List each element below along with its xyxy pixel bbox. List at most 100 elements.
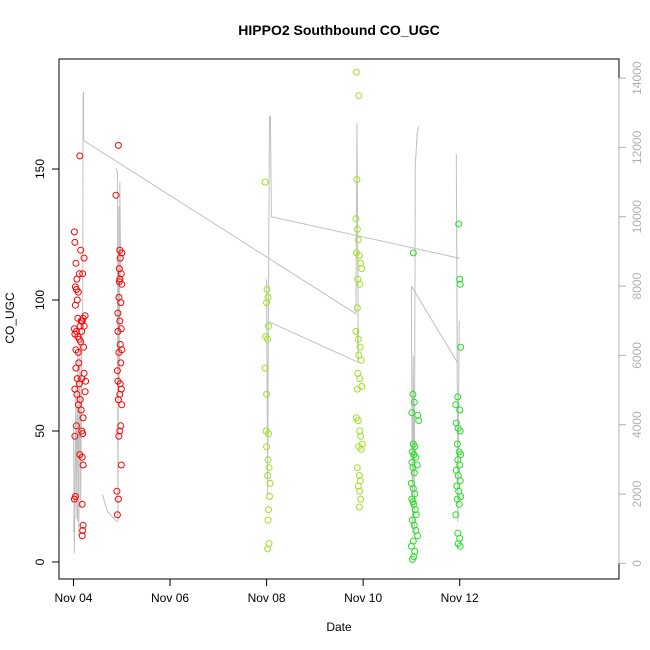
data-point [454, 393, 462, 401]
data-point [113, 511, 121, 519]
data-point [353, 225, 361, 233]
data-point [71, 432, 79, 440]
data-point [408, 555, 416, 563]
data-point [80, 322, 88, 330]
data-point [117, 461, 125, 469]
data-point [263, 286, 271, 293]
data-point [410, 469, 418, 477]
data-point [112, 191, 120, 199]
y2-tick-label: 10000 [630, 200, 644, 234]
data-point [357, 432, 365, 440]
data-point [72, 364, 80, 372]
data-point [355, 503, 363, 511]
data-point [81, 388, 89, 396]
data-point [265, 506, 272, 514]
altitude-track-3 [115, 168, 122, 522]
data-point [353, 464, 361, 472]
data-point [412, 453, 420, 461]
y-axis: 0 50 100 150 [33, 159, 60, 565]
y2-tick-label: 6000 [630, 342, 644, 369]
data-point [413, 461, 421, 469]
y2-tick-label: 4000 [630, 411, 644, 438]
data-point [455, 500, 463, 508]
data-point [73, 390, 81, 398]
data-point [354, 236, 362, 244]
y-tick-label: 150 [33, 159, 47, 179]
data-point [358, 265, 366, 273]
data-point [81, 312, 89, 320]
data-point [79, 521, 87, 529]
data-point [409, 390, 417, 398]
y2-tick-label: 12000 [630, 130, 644, 164]
data-point [80, 343, 88, 351]
y-tick-label: 100 [33, 290, 47, 310]
data-point [456, 275, 464, 283]
data-point [115, 348, 123, 356]
data-point [354, 335, 362, 343]
data-point [414, 532, 422, 540]
data-point [114, 141, 122, 149]
data-point [74, 314, 82, 322]
data-point [457, 451, 465, 459]
data-points [70, 68, 465, 563]
data-point [452, 511, 460, 519]
data-point [79, 527, 87, 534]
data-point [263, 443, 271, 451]
data-point [114, 327, 122, 335]
data-point [353, 176, 361, 183]
data-point [77, 338, 85, 346]
data-point [264, 335, 272, 343]
data-point [412, 511, 420, 519]
data-point [78, 500, 86, 508]
data-point [116, 427, 124, 435]
data-point [457, 343, 465, 351]
data-point [71, 301, 79, 309]
data-point [80, 254, 88, 262]
data-point [352, 215, 360, 223]
y-tick-label: 0 [33, 558, 47, 565]
data-point [117, 359, 125, 367]
x-tick-label: Nov 06 [151, 591, 189, 605]
data-point [408, 409, 416, 417]
data-point [264, 516, 272, 524]
data-point [114, 309, 122, 317]
data-point [264, 293, 272, 301]
data-point [114, 495, 122, 503]
data-point [453, 440, 461, 448]
data-point [70, 495, 78, 503]
data-point [352, 327, 360, 335]
data-point [409, 249, 417, 257]
data-point [352, 68, 360, 76]
data-point [75, 359, 83, 367]
data-point [415, 417, 423, 424]
data-point [456, 461, 464, 469]
data-point [356, 280, 364, 288]
data-point [407, 542, 415, 550]
data-point [456, 477, 464, 485]
data-point [353, 385, 361, 393]
data-point [117, 299, 125, 307]
data-point [79, 414, 87, 422]
data-point [74, 401, 82, 409]
data-point [455, 220, 463, 228]
data-point [266, 479, 274, 487]
data-point [356, 427, 364, 435]
data-point [261, 364, 269, 372]
data-point [264, 456, 272, 464]
data-point [265, 430, 272, 438]
data-point [265, 464, 273, 472]
data-point [113, 487, 121, 495]
data-point [265, 322, 272, 330]
data-point [118, 401, 126, 409]
y2-axis: 0 2000 4000 6000 8000 10000 12000 14000 [618, 61, 644, 567]
y-axis-label: CO_UGC [3, 292, 17, 344]
data-point [72, 259, 80, 267]
data-point [78, 453, 86, 461]
data-point [77, 406, 85, 414]
data-point [357, 259, 365, 267]
altitude-track-4 [73, 424, 79, 554]
data-point [356, 487, 364, 495]
data-point [357, 356, 365, 364]
data-point [261, 178, 269, 186]
